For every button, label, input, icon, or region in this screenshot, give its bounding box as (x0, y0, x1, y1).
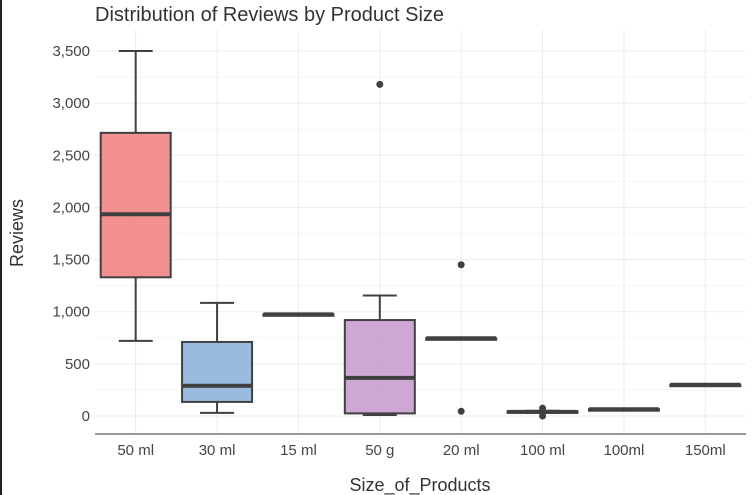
box-group (669, 382, 742, 388)
box-outlier-point (539, 404, 547, 412)
y-axis-title: Reviews (7, 199, 27, 267)
y-tick-label: 1,500 (52, 252, 90, 269)
chart-title: Distribution of Reviews by Product Size (95, 4, 444, 26)
y-tick-label: 2,000 (52, 199, 90, 216)
x-axis-ticks: 50 ml 30 ml 15 ml 50 g 20 ml 100 ml 100ml 150ml (117, 442, 725, 459)
box-body (99, 131, 172, 279)
box-group (425, 261, 498, 415)
box-group (343, 80, 416, 416)
box-body (343, 319, 416, 415)
x-tick-label: 100 ml (520, 442, 565, 459)
x-tick-label: 50 ml (117, 442, 154, 459)
box-outlier-point (457, 261, 465, 269)
box-group (506, 404, 579, 420)
box-outlier-point (376, 80, 384, 88)
box-outlier-point (539, 412, 547, 420)
x-tick-label: 30 ml (199, 442, 236, 459)
box-outlier-point (457, 407, 465, 415)
x-tick-label: 150ml (685, 442, 726, 459)
y-tick-label: 1,000 (52, 304, 90, 321)
x-tick-label: 20 ml (443, 442, 480, 459)
x-tick-label: 50 g (365, 442, 394, 459)
y-axis-ticks: 0 500 1,000 1,500 2,000 2,500 3,000 3,500 (52, 43, 90, 425)
box-group (587, 407, 660, 412)
grid-lines (95, 30, 746, 434)
x-tick-label: 15 ml (280, 442, 317, 459)
box-series (99, 50, 742, 420)
box-group (99, 50, 172, 342)
y-tick-label: 3,000 (52, 95, 90, 112)
y-tick-label: 0 (82, 408, 90, 425)
box-group (262, 312, 335, 317)
y-tick-label: 2,500 (52, 147, 90, 164)
x-axis-title: Size_of_Products (349, 475, 490, 495)
box-group (181, 301, 254, 414)
y-tick-label: 3,500 (52, 43, 90, 60)
box-body (181, 340, 254, 403)
y-tick-label: 500 (65, 356, 90, 373)
x-tick-label: 100ml (604, 442, 645, 459)
